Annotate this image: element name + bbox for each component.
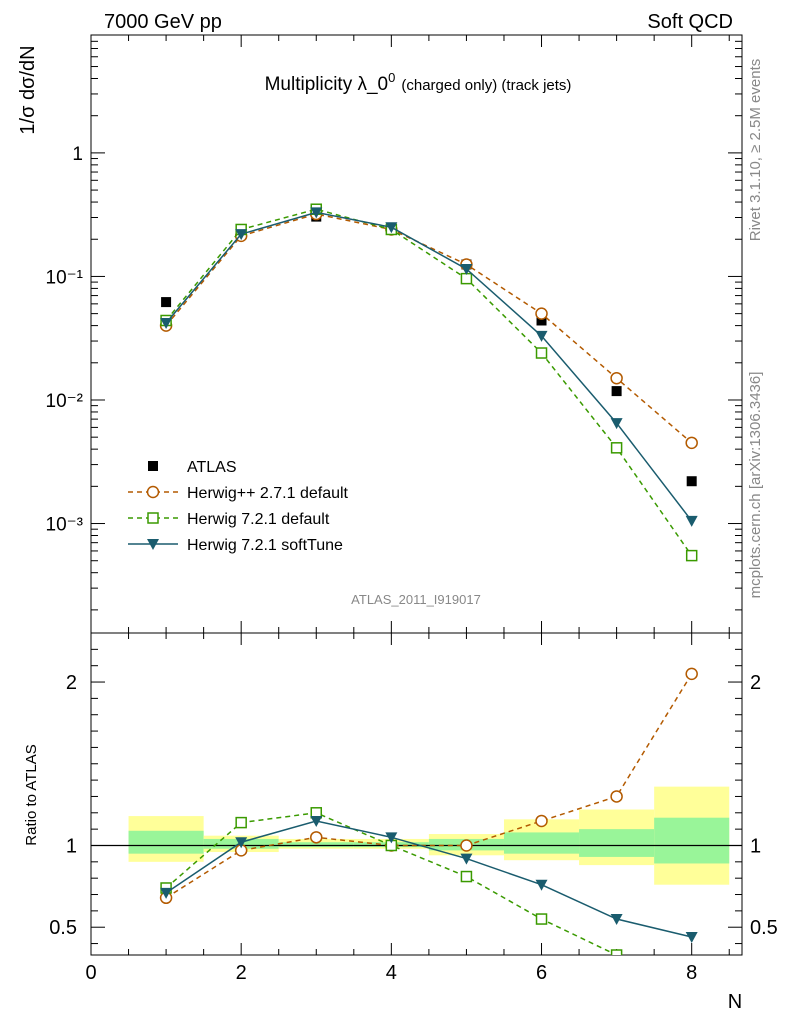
legend-marker [146, 485, 160, 499]
legend-entry-2: Herwig 7.2.1 default [128, 511, 330, 528]
y-tick-label: 10⁻³ [46, 515, 84, 536]
x-tick-label: 6 [536, 962, 547, 984]
chart-title-superscript: 0 [388, 70, 395, 85]
chart-title-main: Multiplicity λ_0 [265, 74, 389, 95]
data-point [535, 330, 548, 342]
x-tick-label: 8 [686, 962, 697, 984]
ratio-y-tick-label-right: 2 [750, 672, 761, 694]
data-point [686, 476, 697, 487]
ratio-point [310, 831, 323, 844]
legend-label: Herwig 7.2.1 softTune [187, 537, 343, 554]
ratio-point [535, 879, 548, 891]
data-point [610, 442, 623, 454]
data-point [385, 222, 398, 234]
ratio-point [310, 815, 323, 827]
ratio-point [460, 839, 473, 852]
legend: ATLAS Herwig++ 2.7.1 default Herwig 7.2.1 … [128, 459, 349, 554]
legend-marker [147, 512, 159, 524]
ratio-panel: 0 2 4 6 8 0.5 0.5 1 1 2 2 [49, 632, 778, 984]
header-right: Soft QCD [647, 11, 733, 33]
legend-marker [147, 539, 159, 550]
data-point [611, 386, 622, 397]
main-panel: 10⁻³ 10⁻² 10⁻¹ 1 [46, 34, 743, 955]
source-label: mcplots.cern.ch [arXiv:1306.3436] [747, 372, 764, 599]
legend-label: Herwig++ 2.7.1 default [187, 485, 349, 502]
x-axis-label: N [728, 991, 742, 1013]
y-axis-label-main: 1/σ dσ/dN [17, 45, 39, 134]
ratio-line [165, 812, 621, 955]
series-ratio-1 [159, 667, 698, 905]
ratio-y-tick-label-right: 1 [750, 835, 761, 857]
series-line [165, 208, 693, 557]
ratio-series-group [159, 667, 698, 955]
series-line [165, 213, 693, 444]
data-point [685, 436, 698, 450]
stat-band [278, 842, 354, 848]
data-point [535, 307, 548, 320]
x-tick-label: 0 [85, 962, 96, 984]
ratio-y-tick-label-left: 2 [66, 672, 77, 694]
data-point [685, 549, 698, 562]
rivet-label: Rivet 3.1.10, ≥ 2.5M events [747, 59, 764, 242]
data-point [535, 347, 548, 359]
analysis-watermark: ATLAS_2011_I919017 [351, 592, 481, 607]
x-tick-label: 4 [386, 962, 397, 984]
ratio-point [685, 932, 698, 944]
stat-band [128, 830, 204, 854]
ratio-y-tick-label-left: 1 [66, 835, 77, 857]
ratio-frame [90, 632, 743, 956]
header-left: 7000 GeV pp [104, 11, 222, 33]
legend-label: Herwig 7.2.1 default [187, 511, 330, 528]
data-point [460, 263, 473, 275]
uncertainty-bands [128, 786, 730, 885]
y-tick-label: 10⁻¹ [46, 267, 84, 288]
ratio-y-tick-label-left: 0.5 [49, 917, 77, 939]
series-main-3 [160, 207, 698, 527]
series-ratio-3 [160, 815, 698, 944]
ratio-point [610, 914, 623, 926]
ratio-line [165, 820, 692, 938]
legend-entry-1: Herwig++ 2.7.1 default [128, 485, 349, 502]
data-point [610, 371, 623, 385]
data-point [536, 315, 547, 326]
data-point [235, 229, 248, 241]
ratio-point [610, 790, 623, 803]
ratio-y-tick-label-right: 0.5 [750, 917, 778, 939]
data-point [685, 515, 698, 527]
y-tick-label: 10⁻² [46, 391, 84, 412]
stat-band [654, 817, 730, 864]
series-line [165, 211, 693, 522]
data-point [161, 297, 172, 308]
data-point [160, 317, 173, 329]
legend-entry-3: Herwig 7.2.1 softTune [128, 537, 343, 554]
y-tick-label: 1 [72, 144, 83, 165]
legend-entry-0: ATLAS [148, 459, 237, 476]
y-axis-label-ratio: Ratio to ATLAS [23, 744, 40, 845]
ratio-point [160, 887, 173, 899]
data-point [310, 207, 323, 219]
series-main-1 [159, 207, 698, 450]
x-tick-label: 2 [236, 962, 247, 984]
ratio-point [610, 949, 623, 955]
stat-band [579, 829, 655, 857]
data-point [460, 272, 473, 285]
legend-marker [148, 461, 158, 471]
chart-title-suffix: (charged only) (track jets) [401, 77, 571, 94]
ratio-point [385, 832, 398, 844]
ratio-point [535, 814, 548, 828]
ratio-point [535, 913, 548, 925]
ratio-line [165, 673, 693, 899]
ratio-point [235, 837, 248, 849]
legend-label: ATLAS [187, 459, 237, 476]
ratio-point [685, 667, 698, 681]
data-point [610, 418, 623, 430]
main-series-group [159, 203, 698, 562]
stat-band [503, 832, 580, 854]
chart-title: Multiplicity λ_00 (charged only) (track j… [265, 70, 572, 95]
ratio-point [460, 870, 473, 883]
ratio-point [460, 853, 473, 865]
ratio-point [235, 816, 247, 829]
